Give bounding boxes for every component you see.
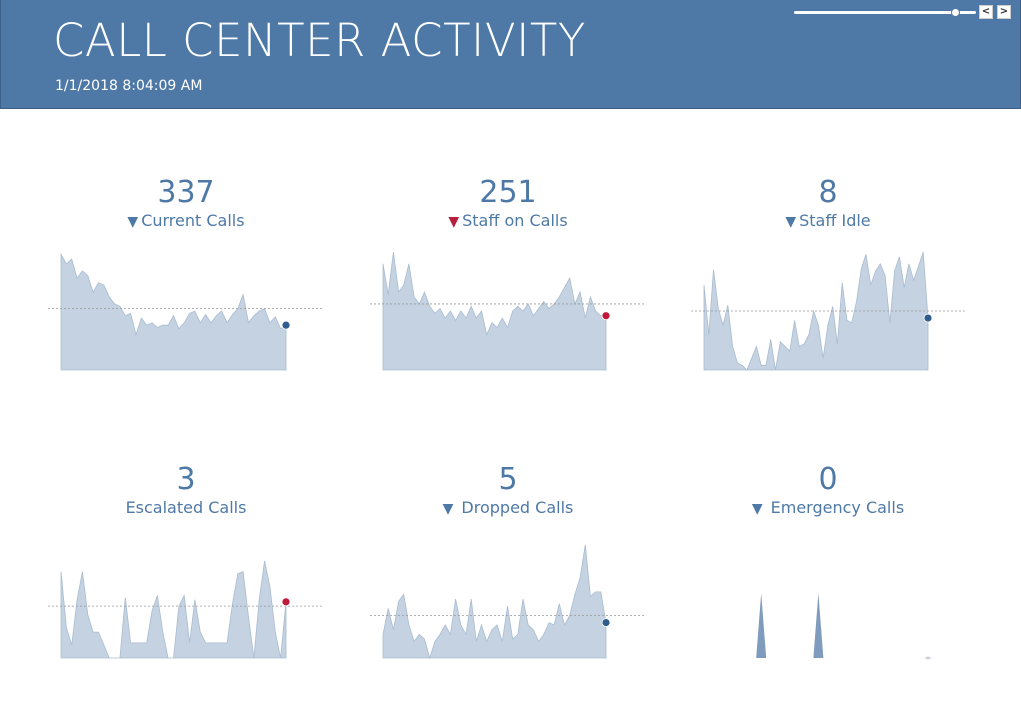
kpi-label: Escalated Calls (46, 497, 326, 519)
spike-mark (813, 593, 824, 658)
kpi-label-text: Current Calls (141, 211, 245, 230)
kpi-emergency-calls: 0 ▼ Emergency Calls (688, 463, 968, 520)
kpi-label-text: Dropped Calls (461, 498, 574, 517)
spike-mark (756, 593, 767, 658)
timestamp: 1/1/2018 8:04:09 AM (55, 78, 203, 94)
area-series (60, 560, 287, 659)
down-arrow-icon: ▼ (785, 214, 797, 230)
kpi-value: 5 (498, 462, 518, 497)
down-arrow-icon: ▼ (442, 501, 454, 517)
kpi-staff-on-calls: 251 ▼ Staff on Calls (368, 176, 648, 233)
kpi-label: ▼ Emergency Calls (688, 497, 968, 520)
kpi-label-text: Escalated Calls (125, 498, 247, 517)
kpi-value: 337 (157, 175, 215, 210)
end-dot (281, 320, 291, 330)
dashboard-title: CALL CENTER ACTIVITY (53, 14, 586, 67)
end-dot (925, 656, 931, 660)
down-arrow-icon: ▼ (448, 214, 460, 230)
chevron-left-icon[interactable]: < (979, 5, 993, 19)
kpi-label: ▼ Dropped Calls (368, 497, 648, 520)
down-arrow-icon: ▼ (127, 214, 139, 230)
kpi-staff-idle: 8 ▼ Staff Idle (688, 176, 968, 233)
kpi-label-text: Staff on Calls (462, 211, 568, 230)
end-dot (601, 618, 611, 627)
area-series (703, 251, 929, 371)
playback-slider[interactable] (794, 6, 978, 20)
slider-thumb[interactable] (950, 8, 960, 17)
end-dot (601, 311, 611, 321)
end-dot (923, 313, 933, 323)
kpi-label: ▼ Current Calls (46, 210, 326, 233)
kpi-value: 3 (176, 462, 196, 497)
kpi-label: ▼ Staff on Calls (368, 210, 648, 233)
kpi-label-text: Emergency Calls (770, 498, 905, 517)
chevron-right-icon[interactable]: > (997, 5, 1011, 19)
slider-track[interactable] (794, 11, 976, 14)
kpi-value: 251 (479, 175, 537, 210)
area-series (382, 251, 607, 371)
kpi-dropped-calls: 5 ▼ Dropped Calls (368, 463, 648, 520)
kpi-current-calls: 337 ▼ Current Calls (46, 176, 326, 233)
end-dot (281, 597, 291, 607)
kpi-label-text: Staff Idle (799, 211, 871, 230)
area-series (382, 544, 607, 660)
kpi-value: 8 (818, 175, 838, 210)
kpi-escalated-calls: 3 Escalated Calls (46, 463, 326, 519)
dashboard-header: CALL CENTER ACTIVITY 1/1/2018 8:04:09 AM… (0, 0, 1021, 109)
area-series (60, 252, 287, 371)
kpi-value: 0 (818, 462, 838, 497)
down-arrow-icon: ▼ (751, 501, 763, 517)
kpi-label: ▼ Staff Idle (688, 210, 968, 233)
